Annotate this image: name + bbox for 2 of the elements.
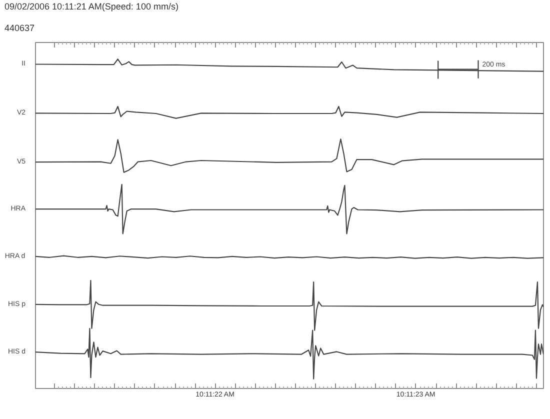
chart-title: 09/02/2006 10:11:21 AM(Speed: 100 mm/s) [4,2,178,12]
chart-subtitle: 440637 [4,23,35,33]
